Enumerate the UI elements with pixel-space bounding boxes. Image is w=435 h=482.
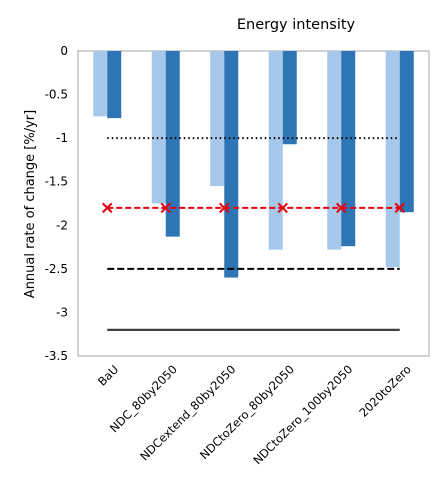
reference-marker	[394, 202, 405, 214]
bar-series-2	[224, 51, 239, 278]
bar-series-2	[165, 51, 180, 237]
x-category-label: NDCextend_80by2050	[137, 362, 238, 463]
bar-series-1	[93, 51, 108, 117]
reference-marker	[336, 202, 347, 214]
x-category-label: 2020toZero	[356, 362, 413, 419]
y-tick-label: -1.5	[45, 175, 68, 189]
y-tick-label: -2	[56, 218, 68, 232]
reference-marker	[277, 202, 288, 214]
chart-title: Energy intensity	[237, 17, 356, 33]
bar-series-2	[399, 51, 414, 213]
y-tick-label: -2.5	[45, 262, 68, 276]
reference-marker	[219, 202, 230, 214]
y-tick-label: -1	[56, 131, 68, 145]
bar-series-1	[385, 51, 400, 268]
bar-series-1	[327, 51, 342, 250]
plot-frame	[77, 50, 430, 357]
bar-series-2	[341, 51, 356, 247]
y-tick-label: 0	[60, 44, 68, 58]
y-tick-label: -3.5	[45, 349, 68, 363]
y-tick-label: -0.5	[45, 88, 68, 102]
x-category-label: NDCtoZero_80by2050	[197, 362, 297, 462]
bar-series-1	[151, 51, 166, 204]
x-category-label: BaU	[95, 362, 121, 388]
bar-series-1	[210, 51, 225, 187]
y-tick-label: -3	[56, 305, 68, 319]
bar-series-2	[282, 51, 297, 145]
bar-series-2	[107, 51, 122, 119]
y-axis-label: Annual rate of change [%/yr]	[23, 110, 38, 298]
reference-marker	[160, 202, 171, 214]
plot-area: 0-0.5-1-1.5-2-2.5-3-3.5BaUNDC_80by2050ND…	[45, 44, 430, 467]
reference-marker	[102, 202, 113, 214]
x-category-label: NDCtoZero_100by2050	[250, 362, 355, 467]
bar-series-1	[268, 51, 283, 250]
